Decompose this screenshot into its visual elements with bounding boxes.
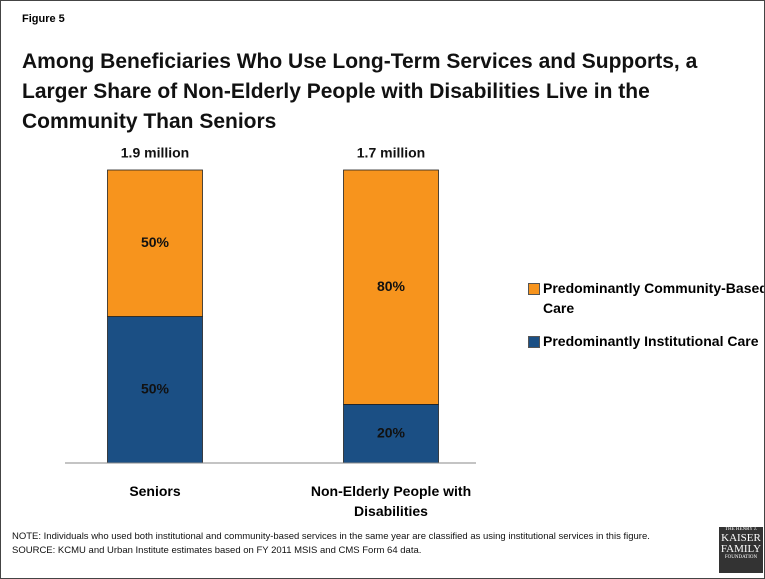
bar-segment bbox=[343, 169, 439, 405]
legend-label: Predominantly Community-Based Care bbox=[543, 280, 765, 316]
x-tick-label: Seniors bbox=[129, 483, 181, 499]
total-label: 1.7 million bbox=[357, 145, 425, 161]
figure-label: Figure 5 bbox=[22, 13, 65, 25]
bar-segment bbox=[107, 316, 203, 464]
logo-text: FOUNDATION bbox=[724, 555, 758, 560]
logo-text: FAMILY bbox=[720, 543, 762, 555]
logo-text: KAISER bbox=[721, 532, 761, 544]
legend-swatch bbox=[528, 336, 540, 348]
bar-segment bbox=[107, 169, 203, 317]
logo-text: THE HENRY J. bbox=[724, 527, 758, 532]
value-label: 80% bbox=[377, 278, 406, 294]
value-label: 50% bbox=[141, 234, 170, 250]
source: SOURCE: KCMU and Urban Institute estimat… bbox=[12, 545, 422, 556]
legend-label: Predominantly Institutional Care bbox=[543, 333, 759, 349]
x-tick-label: Non-Elderly People with Disabilities bbox=[310, 483, 472, 519]
note: NOTE: Individuals who used both institut… bbox=[12, 531, 650, 542]
logo: THE HENRY J. KAISER FAMILY FOUNDATION bbox=[719, 527, 763, 573]
value-label: 50% bbox=[141, 380, 170, 396]
legend-swatch bbox=[528, 283, 540, 295]
value-label: 20% bbox=[377, 424, 406, 440]
total-label: 1.9 million bbox=[121, 145, 189, 161]
notes: NOTE: Individuals who used both institut… bbox=[12, 530, 702, 558]
chart-title: Among Beneficiaries Who Use Long-Term Se… bbox=[22, 50, 698, 133]
